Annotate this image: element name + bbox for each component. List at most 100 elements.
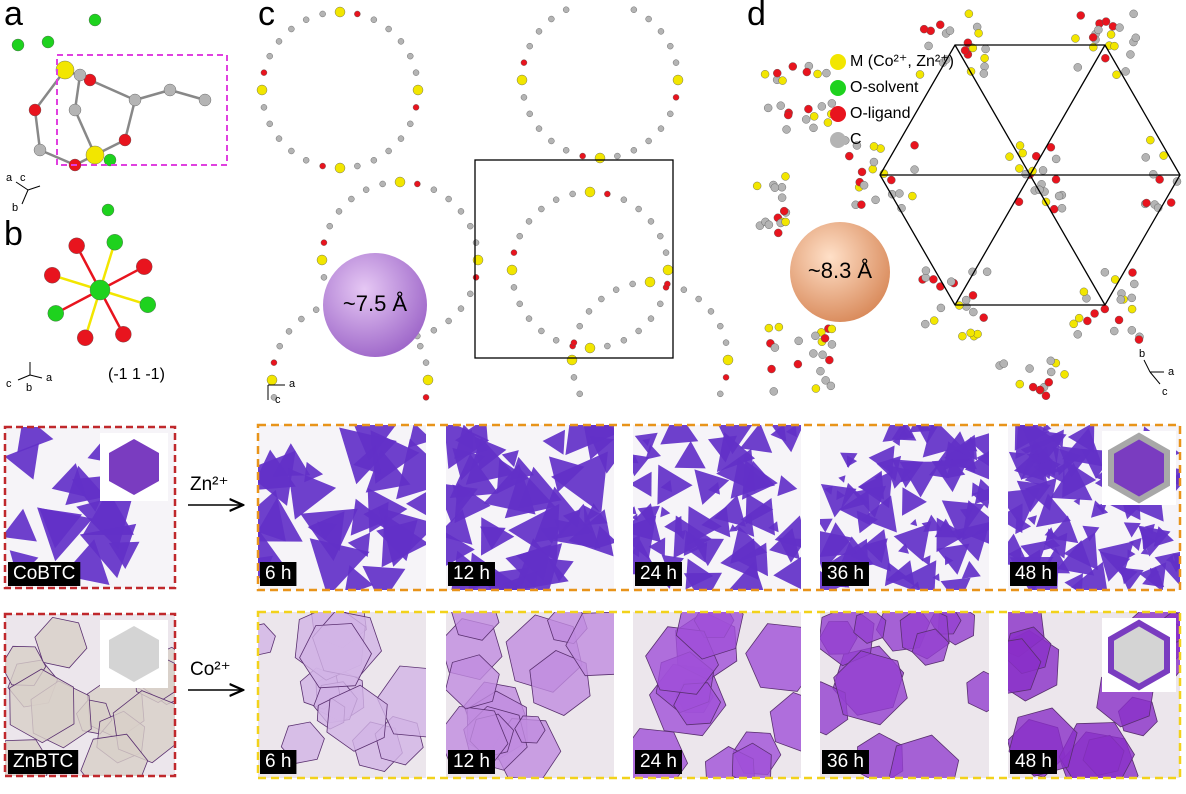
atom bbox=[664, 281, 670, 287]
atom bbox=[586, 308, 592, 314]
atom bbox=[288, 148, 294, 154]
atom bbox=[1005, 153, 1013, 161]
atom bbox=[1045, 378, 1053, 386]
legend-label: O-solvent bbox=[850, 79, 919, 96]
atom bbox=[810, 124, 818, 132]
atom bbox=[536, 126, 542, 132]
atom bbox=[930, 317, 938, 325]
time-label: 48 h bbox=[1015, 751, 1052, 772]
atom bbox=[779, 77, 787, 85]
atom bbox=[828, 340, 836, 348]
time-label: 24 h bbox=[640, 563, 677, 584]
atom bbox=[1019, 149, 1027, 157]
atom bbox=[517, 75, 527, 85]
atom bbox=[825, 356, 833, 364]
atom bbox=[102, 204, 114, 216]
atom bbox=[1036, 386, 1044, 394]
atom bbox=[538, 206, 544, 212]
axis-triad bbox=[16, 182, 1164, 400]
atom bbox=[983, 268, 991, 276]
atom bbox=[630, 281, 636, 287]
atom bbox=[585, 343, 595, 353]
time-label: 6 h bbox=[265, 563, 291, 584]
atom bbox=[663, 265, 673, 275]
atom bbox=[887, 176, 895, 184]
atom bbox=[69, 104, 81, 116]
atom bbox=[517, 233, 523, 239]
atom bbox=[937, 304, 945, 312]
atom bbox=[975, 29, 983, 37]
time-label: 48 h bbox=[1015, 563, 1052, 584]
crystal bbox=[941, 578, 971, 606]
atom bbox=[784, 111, 792, 119]
atom bbox=[271, 360, 277, 366]
atom bbox=[636, 206, 642, 212]
atom bbox=[398, 136, 404, 142]
atom bbox=[327, 223, 333, 229]
atom bbox=[458, 208, 464, 214]
atom bbox=[286, 328, 292, 334]
atom bbox=[1156, 176, 1164, 184]
atom bbox=[614, 153, 620, 159]
atom bbox=[407, 53, 413, 59]
atom bbox=[1016, 142, 1024, 150]
atom bbox=[34, 144, 46, 156]
atom bbox=[423, 375, 433, 385]
atom bbox=[962, 296, 970, 304]
atom bbox=[317, 255, 327, 265]
atom bbox=[795, 337, 803, 345]
atom bbox=[822, 69, 830, 77]
atom bbox=[313, 307, 319, 313]
pore-size: ~8.3 Å bbox=[808, 258, 873, 283]
atom bbox=[1052, 175, 1060, 183]
legend-label: C bbox=[850, 131, 862, 148]
atom bbox=[511, 284, 517, 290]
atom bbox=[667, 111, 673, 117]
atom bbox=[303, 157, 309, 163]
atom bbox=[1047, 357, 1055, 365]
atom bbox=[1071, 34, 1079, 42]
atom bbox=[631, 7, 637, 13]
atom bbox=[936, 21, 944, 29]
atom bbox=[413, 70, 419, 76]
atom bbox=[473, 240, 479, 246]
atom bbox=[1058, 204, 1066, 212]
atom bbox=[1128, 305, 1136, 313]
atom bbox=[604, 191, 610, 197]
atom bbox=[1126, 50, 1134, 58]
atom bbox=[431, 327, 437, 333]
atom bbox=[363, 187, 369, 193]
atom bbox=[44, 267, 60, 283]
axis-label: c bbox=[6, 378, 12, 390]
atom bbox=[658, 126, 664, 132]
panel-label: b bbox=[4, 215, 23, 253]
atom bbox=[414, 181, 420, 187]
atom bbox=[107, 234, 123, 250]
atom bbox=[548, 16, 554, 22]
atom bbox=[276, 136, 282, 142]
panel-label: a bbox=[4, 0, 23, 33]
atom bbox=[140, 297, 156, 313]
atom bbox=[407, 121, 413, 127]
axis-label: c bbox=[1162, 386, 1168, 398]
atom bbox=[567, 355, 577, 365]
atom bbox=[577, 323, 583, 329]
atom bbox=[613, 287, 619, 293]
atom bbox=[536, 28, 542, 34]
atom bbox=[967, 329, 975, 337]
legend-swatch bbox=[830, 80, 846, 96]
atom bbox=[413, 85, 423, 95]
atom bbox=[1052, 155, 1060, 163]
atom bbox=[673, 60, 679, 66]
atom bbox=[423, 394, 429, 400]
atom bbox=[657, 301, 663, 307]
atom bbox=[1061, 370, 1069, 378]
atom bbox=[783, 125, 791, 133]
atom bbox=[974, 330, 982, 338]
atom bbox=[723, 340, 729, 346]
atom bbox=[348, 196, 354, 202]
atom bbox=[56, 61, 74, 79]
atom bbox=[563, 7, 569, 13]
atom bbox=[723, 355, 733, 365]
atom bbox=[517, 301, 523, 307]
